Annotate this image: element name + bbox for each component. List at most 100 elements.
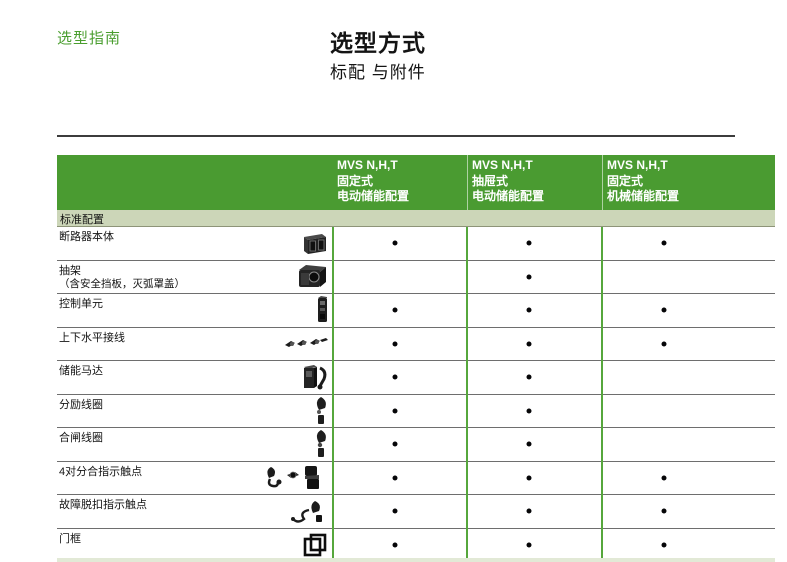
shunt-coil-icon: [239, 395, 329, 427]
table-row: 上下水平接线: [57, 328, 775, 361]
drawout-cradle-icon: [239, 261, 329, 293]
row-label: 门框: [59, 532, 81, 545]
table-row: 分励线圈: [57, 395, 775, 428]
row-label-cell: 故障脱扣指示触点: [57, 495, 333, 528]
column-divider: [332, 227, 334, 558]
availability-cell: [333, 395, 467, 428]
column-header-line: MVS N,H,T: [607, 158, 668, 172]
control-unit-icon: [239, 294, 329, 326]
availability-cell: [602, 495, 775, 528]
charging-motor-icon: [239, 361, 329, 393]
availability-dot: [392, 240, 398, 246]
availability-dot: [661, 542, 667, 548]
section-header-label: 标准配置: [60, 214, 104, 226]
availability-cell: [333, 261, 467, 294]
availability-dot: [392, 542, 398, 548]
table-header-row: MVS N,H,T 固定式 电动储能配置 MVS N,H,T 抽屉式 电动储能配置 MVS …: [57, 155, 775, 210]
availability-dot: [392, 441, 398, 447]
availability-dot: [526, 374, 532, 380]
column-header-line: 机械储能配置: [607, 189, 680, 204]
availability-cell: [333, 227, 467, 260]
table-row: 故障脱扣指示触点: [57, 495, 775, 529]
availability-dot: [661, 508, 667, 514]
row-label-cell: 储能马达: [57, 361, 333, 394]
availability-dot: [526, 240, 532, 246]
availability-dot: [526, 274, 532, 280]
availability-cell: [333, 462, 467, 495]
availability-dot: [526, 475, 532, 481]
availability-dot: [526, 508, 532, 514]
availability-dot: [661, 475, 667, 481]
availability-dot: [392, 408, 398, 414]
page-eyebrow: 选型指南: [57, 30, 122, 47]
aux-contacts-icon: [239, 462, 329, 494]
row-label: 合闸线圈: [59, 432, 103, 444]
table-body: 断路器本体 抽架 （含安全挡板，灭弧罩盖） 控制单元上下水平接线 储能马达分励线圈合闸线…: [57, 227, 775, 562]
availability-cell: [467, 495, 602, 528]
header-empty-cell: [57, 155, 333, 210]
row-label-cell: 控制单元: [57, 294, 333, 327]
table-row: 抽架 （含安全挡板，灭弧罩盖）: [57, 261, 775, 294]
availability-cell: [467, 294, 602, 327]
horizontal-connection-icon: [239, 328, 329, 360]
availability-cell: [467, 395, 602, 428]
availability-cell: [333, 361, 467, 394]
selection-table: MVS N,H,T 固定式 电动储能配置 MVS N,H,T 抽屉式 电动储能配置 MVS …: [57, 155, 775, 562]
circuit-breaker-icon: [239, 227, 329, 259]
row-label-cell: 合闸线圈: [57, 428, 333, 461]
row-label-cell: 抽架 （含安全挡板，灭弧罩盖）: [57, 261, 333, 294]
column-divider: [466, 227, 468, 558]
availability-dot: [526, 408, 532, 414]
column-header-line: MVS N,H,T: [337, 158, 398, 172]
trip-contact-icon: [239, 495, 329, 527]
row-label: 储能马达: [59, 365, 103, 377]
availability-dot: [392, 374, 398, 380]
row-label-cell: 分励线圈: [57, 395, 333, 428]
availability-dot: [661, 240, 667, 246]
availability-cell: [602, 395, 775, 428]
availability-cell: [602, 361, 775, 394]
header-divider: [57, 135, 735, 137]
availability-cell: [467, 529, 602, 562]
table-row: 合闸线圈: [57, 428, 775, 462]
availability-dot: [526, 441, 532, 447]
availability-dot: [392, 508, 398, 514]
availability-cell: [467, 462, 602, 495]
column-header-line: 固定式: [337, 173, 374, 188]
page-subtitle: 标配 与附件: [330, 63, 426, 82]
availability-dot: [526, 307, 532, 313]
column-header-line: 电动储能配置: [337, 189, 410, 204]
availability-cell: [333, 495, 467, 528]
row-label-cell: 4对分合指示触点: [57, 462, 333, 495]
availability-cell: [467, 361, 602, 394]
availability-cell: [602, 328, 775, 361]
availability-cell: [602, 294, 775, 327]
availability-cell: [333, 529, 467, 562]
availability-cell: [467, 227, 602, 260]
availability-cell: [333, 328, 467, 361]
column-divider: [601, 227, 603, 558]
availability-cell: [602, 462, 775, 495]
availability-cell: [467, 428, 602, 461]
column-header-line: 固定式: [607, 173, 644, 188]
column-header-line: 电动储能配置: [472, 189, 545, 204]
availability-cell: [333, 294, 467, 327]
availability-cell: [602, 529, 775, 562]
row-label: 故障脱扣指示触点: [59, 499, 147, 511]
column-header-3: MVS N,H,T 固定式 机械储能配置: [602, 155, 775, 210]
availability-dot: [392, 475, 398, 481]
row-label: 分励线圈: [59, 398, 103, 411]
row-label: 上下水平接线: [59, 331, 125, 344]
row-label-cell: 断路器本体: [57, 227, 333, 260]
column-header-line: 抽屉式: [472, 173, 509, 188]
table-row: 控制单元: [57, 294, 775, 328]
availability-cell: [602, 261, 775, 294]
section-header-row: 标准配置: [57, 210, 775, 227]
row-label-cell: 上下水平接线: [57, 328, 333, 361]
availability-cell: [602, 227, 775, 260]
column-header-line: MVS N,H,T: [472, 158, 533, 172]
table-row: 门框: [57, 529, 775, 562]
row-label: 4对分合指示触点: [59, 465, 143, 478]
page-title: 选型方式: [330, 30, 426, 56]
